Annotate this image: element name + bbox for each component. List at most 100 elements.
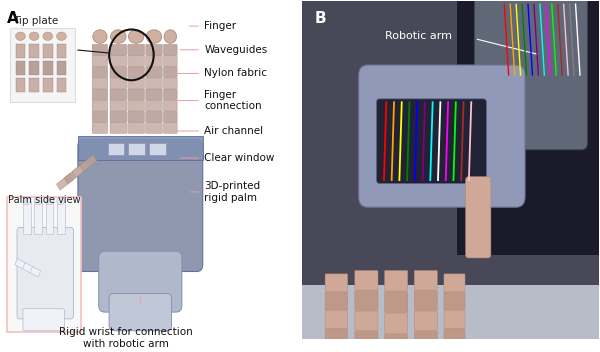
FancyBboxPatch shape xyxy=(128,100,145,111)
Polygon shape xyxy=(22,263,33,273)
Bar xyxy=(16,44,25,58)
FancyBboxPatch shape xyxy=(385,313,408,334)
Ellipse shape xyxy=(34,197,42,205)
FancyBboxPatch shape xyxy=(163,56,177,67)
Text: Clear window: Clear window xyxy=(204,153,275,163)
Bar xyxy=(57,202,65,234)
FancyBboxPatch shape xyxy=(385,334,408,352)
FancyBboxPatch shape xyxy=(78,139,203,271)
FancyBboxPatch shape xyxy=(92,89,107,100)
FancyBboxPatch shape xyxy=(414,311,437,331)
FancyBboxPatch shape xyxy=(92,56,107,67)
Text: B: B xyxy=(314,11,326,26)
Bar xyxy=(29,78,39,92)
FancyBboxPatch shape xyxy=(92,111,107,122)
FancyBboxPatch shape xyxy=(92,100,107,111)
FancyBboxPatch shape xyxy=(163,89,177,100)
Text: Finger: Finger xyxy=(204,21,236,31)
Bar xyxy=(43,78,53,92)
FancyBboxPatch shape xyxy=(444,347,465,352)
FancyBboxPatch shape xyxy=(92,78,107,89)
FancyBboxPatch shape xyxy=(146,56,162,67)
Bar xyxy=(29,44,39,58)
FancyBboxPatch shape xyxy=(325,347,347,352)
FancyBboxPatch shape xyxy=(128,89,145,100)
Bar xyxy=(457,0,600,254)
FancyBboxPatch shape xyxy=(128,67,145,77)
Text: Finger
connection: Finger connection xyxy=(204,90,262,111)
Ellipse shape xyxy=(29,32,39,40)
Bar xyxy=(56,78,67,92)
Ellipse shape xyxy=(23,197,31,205)
Polygon shape xyxy=(80,155,97,172)
FancyBboxPatch shape xyxy=(146,122,162,133)
Text: Waveguides: Waveguides xyxy=(204,45,268,55)
FancyBboxPatch shape xyxy=(110,56,127,67)
Bar xyxy=(43,61,53,75)
FancyBboxPatch shape xyxy=(128,44,145,55)
FancyBboxPatch shape xyxy=(355,270,378,290)
FancyBboxPatch shape xyxy=(163,100,177,111)
Ellipse shape xyxy=(16,32,25,40)
FancyBboxPatch shape xyxy=(325,310,347,328)
FancyBboxPatch shape xyxy=(110,89,127,100)
FancyBboxPatch shape xyxy=(475,0,587,150)
Polygon shape xyxy=(72,161,89,178)
FancyBboxPatch shape xyxy=(385,270,408,291)
Ellipse shape xyxy=(57,197,65,205)
Ellipse shape xyxy=(56,32,67,40)
Polygon shape xyxy=(64,167,81,184)
FancyBboxPatch shape xyxy=(414,270,437,290)
Ellipse shape xyxy=(46,197,53,205)
FancyBboxPatch shape xyxy=(128,122,145,133)
FancyBboxPatch shape xyxy=(325,329,347,347)
FancyBboxPatch shape xyxy=(355,311,378,331)
FancyBboxPatch shape xyxy=(23,309,65,331)
Ellipse shape xyxy=(43,32,53,40)
Bar xyxy=(29,61,39,75)
Ellipse shape xyxy=(164,30,176,43)
FancyBboxPatch shape xyxy=(377,99,487,183)
FancyBboxPatch shape xyxy=(414,291,437,310)
FancyBboxPatch shape xyxy=(110,122,127,133)
FancyBboxPatch shape xyxy=(355,291,378,310)
FancyBboxPatch shape xyxy=(146,44,162,55)
Bar xyxy=(128,143,145,155)
FancyBboxPatch shape xyxy=(128,56,145,67)
Ellipse shape xyxy=(110,30,126,43)
Text: Robotic arm: Robotic arm xyxy=(385,31,452,41)
Bar xyxy=(10,28,75,102)
Text: Air channel: Air channel xyxy=(204,126,263,136)
FancyBboxPatch shape xyxy=(444,274,465,291)
FancyBboxPatch shape xyxy=(92,67,107,77)
Ellipse shape xyxy=(128,30,144,43)
FancyBboxPatch shape xyxy=(146,89,162,100)
FancyBboxPatch shape xyxy=(444,310,465,328)
FancyBboxPatch shape xyxy=(466,177,491,258)
Ellipse shape xyxy=(146,30,162,43)
FancyBboxPatch shape xyxy=(110,100,127,111)
FancyBboxPatch shape xyxy=(110,67,127,77)
Bar xyxy=(34,202,42,234)
Bar xyxy=(46,202,53,234)
FancyBboxPatch shape xyxy=(110,78,127,89)
Bar xyxy=(149,143,166,155)
FancyBboxPatch shape xyxy=(146,67,162,77)
Bar xyxy=(56,61,67,75)
Bar xyxy=(7,197,81,332)
FancyBboxPatch shape xyxy=(325,292,347,310)
FancyBboxPatch shape xyxy=(146,111,162,122)
FancyBboxPatch shape xyxy=(17,227,73,319)
Bar xyxy=(107,143,124,155)
FancyBboxPatch shape xyxy=(110,111,127,122)
FancyBboxPatch shape xyxy=(325,274,347,291)
Bar xyxy=(78,136,203,160)
Bar xyxy=(43,44,53,58)
FancyBboxPatch shape xyxy=(128,78,145,89)
Bar xyxy=(16,61,25,75)
FancyBboxPatch shape xyxy=(163,78,177,89)
FancyBboxPatch shape xyxy=(359,65,525,207)
Text: Palm side view: Palm side view xyxy=(8,195,81,205)
Polygon shape xyxy=(56,174,73,190)
FancyBboxPatch shape xyxy=(163,122,177,133)
